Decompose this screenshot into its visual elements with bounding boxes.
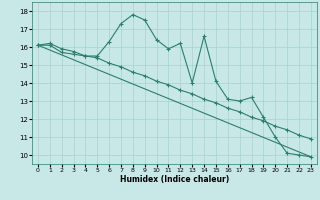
X-axis label: Humidex (Indice chaleur): Humidex (Indice chaleur) xyxy=(120,175,229,184)
